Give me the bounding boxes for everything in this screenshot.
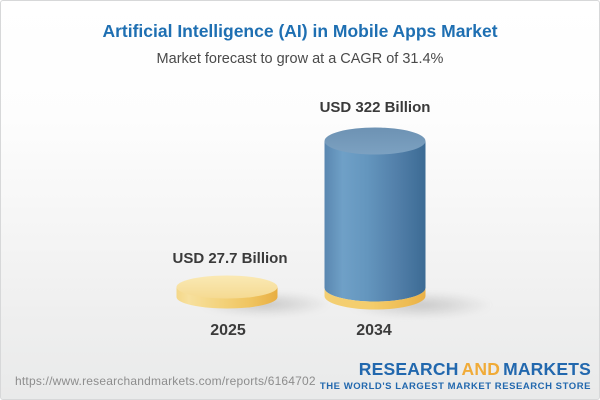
bar-2034-category-label: 2034 bbox=[356, 322, 392, 339]
bar-2025-category-label: 2025 bbox=[210, 322, 246, 339]
chart-title: Artificial Intelligence (AI) in Mobile A… bbox=[102, 21, 498, 41]
brand-logo-wordmark: RESEARCH AND MARKETS bbox=[320, 359, 591, 379]
brand-logo: RESEARCH AND MARKETS THE WORLD'S LARGEST M… bbox=[319, 359, 591, 392]
bar-2025-cylinder bbox=[176, 275, 278, 309]
chart-subtitle: Market forecast to grow at a CAGR of 31.… bbox=[156, 51, 444, 67]
bar-2034-cylinder bbox=[324, 127, 426, 310]
bar-2025-value-label: USD 27.7 Billion bbox=[172, 250, 288, 267]
report-url: https://www.researchandmarkets.com/repor… bbox=[15, 374, 316, 388]
bar-2034-value-label: USD 322 Billion bbox=[319, 99, 431, 116]
brand-tagline: THE WORLD'S LARGEST MARKET RESEARCH STOR… bbox=[319, 380, 591, 392]
brand-word-and: AND bbox=[461, 359, 501, 379]
brand-word-research: RESEARCH bbox=[358, 359, 459, 379]
brand-word-markets: MARKETS bbox=[503, 359, 591, 379]
